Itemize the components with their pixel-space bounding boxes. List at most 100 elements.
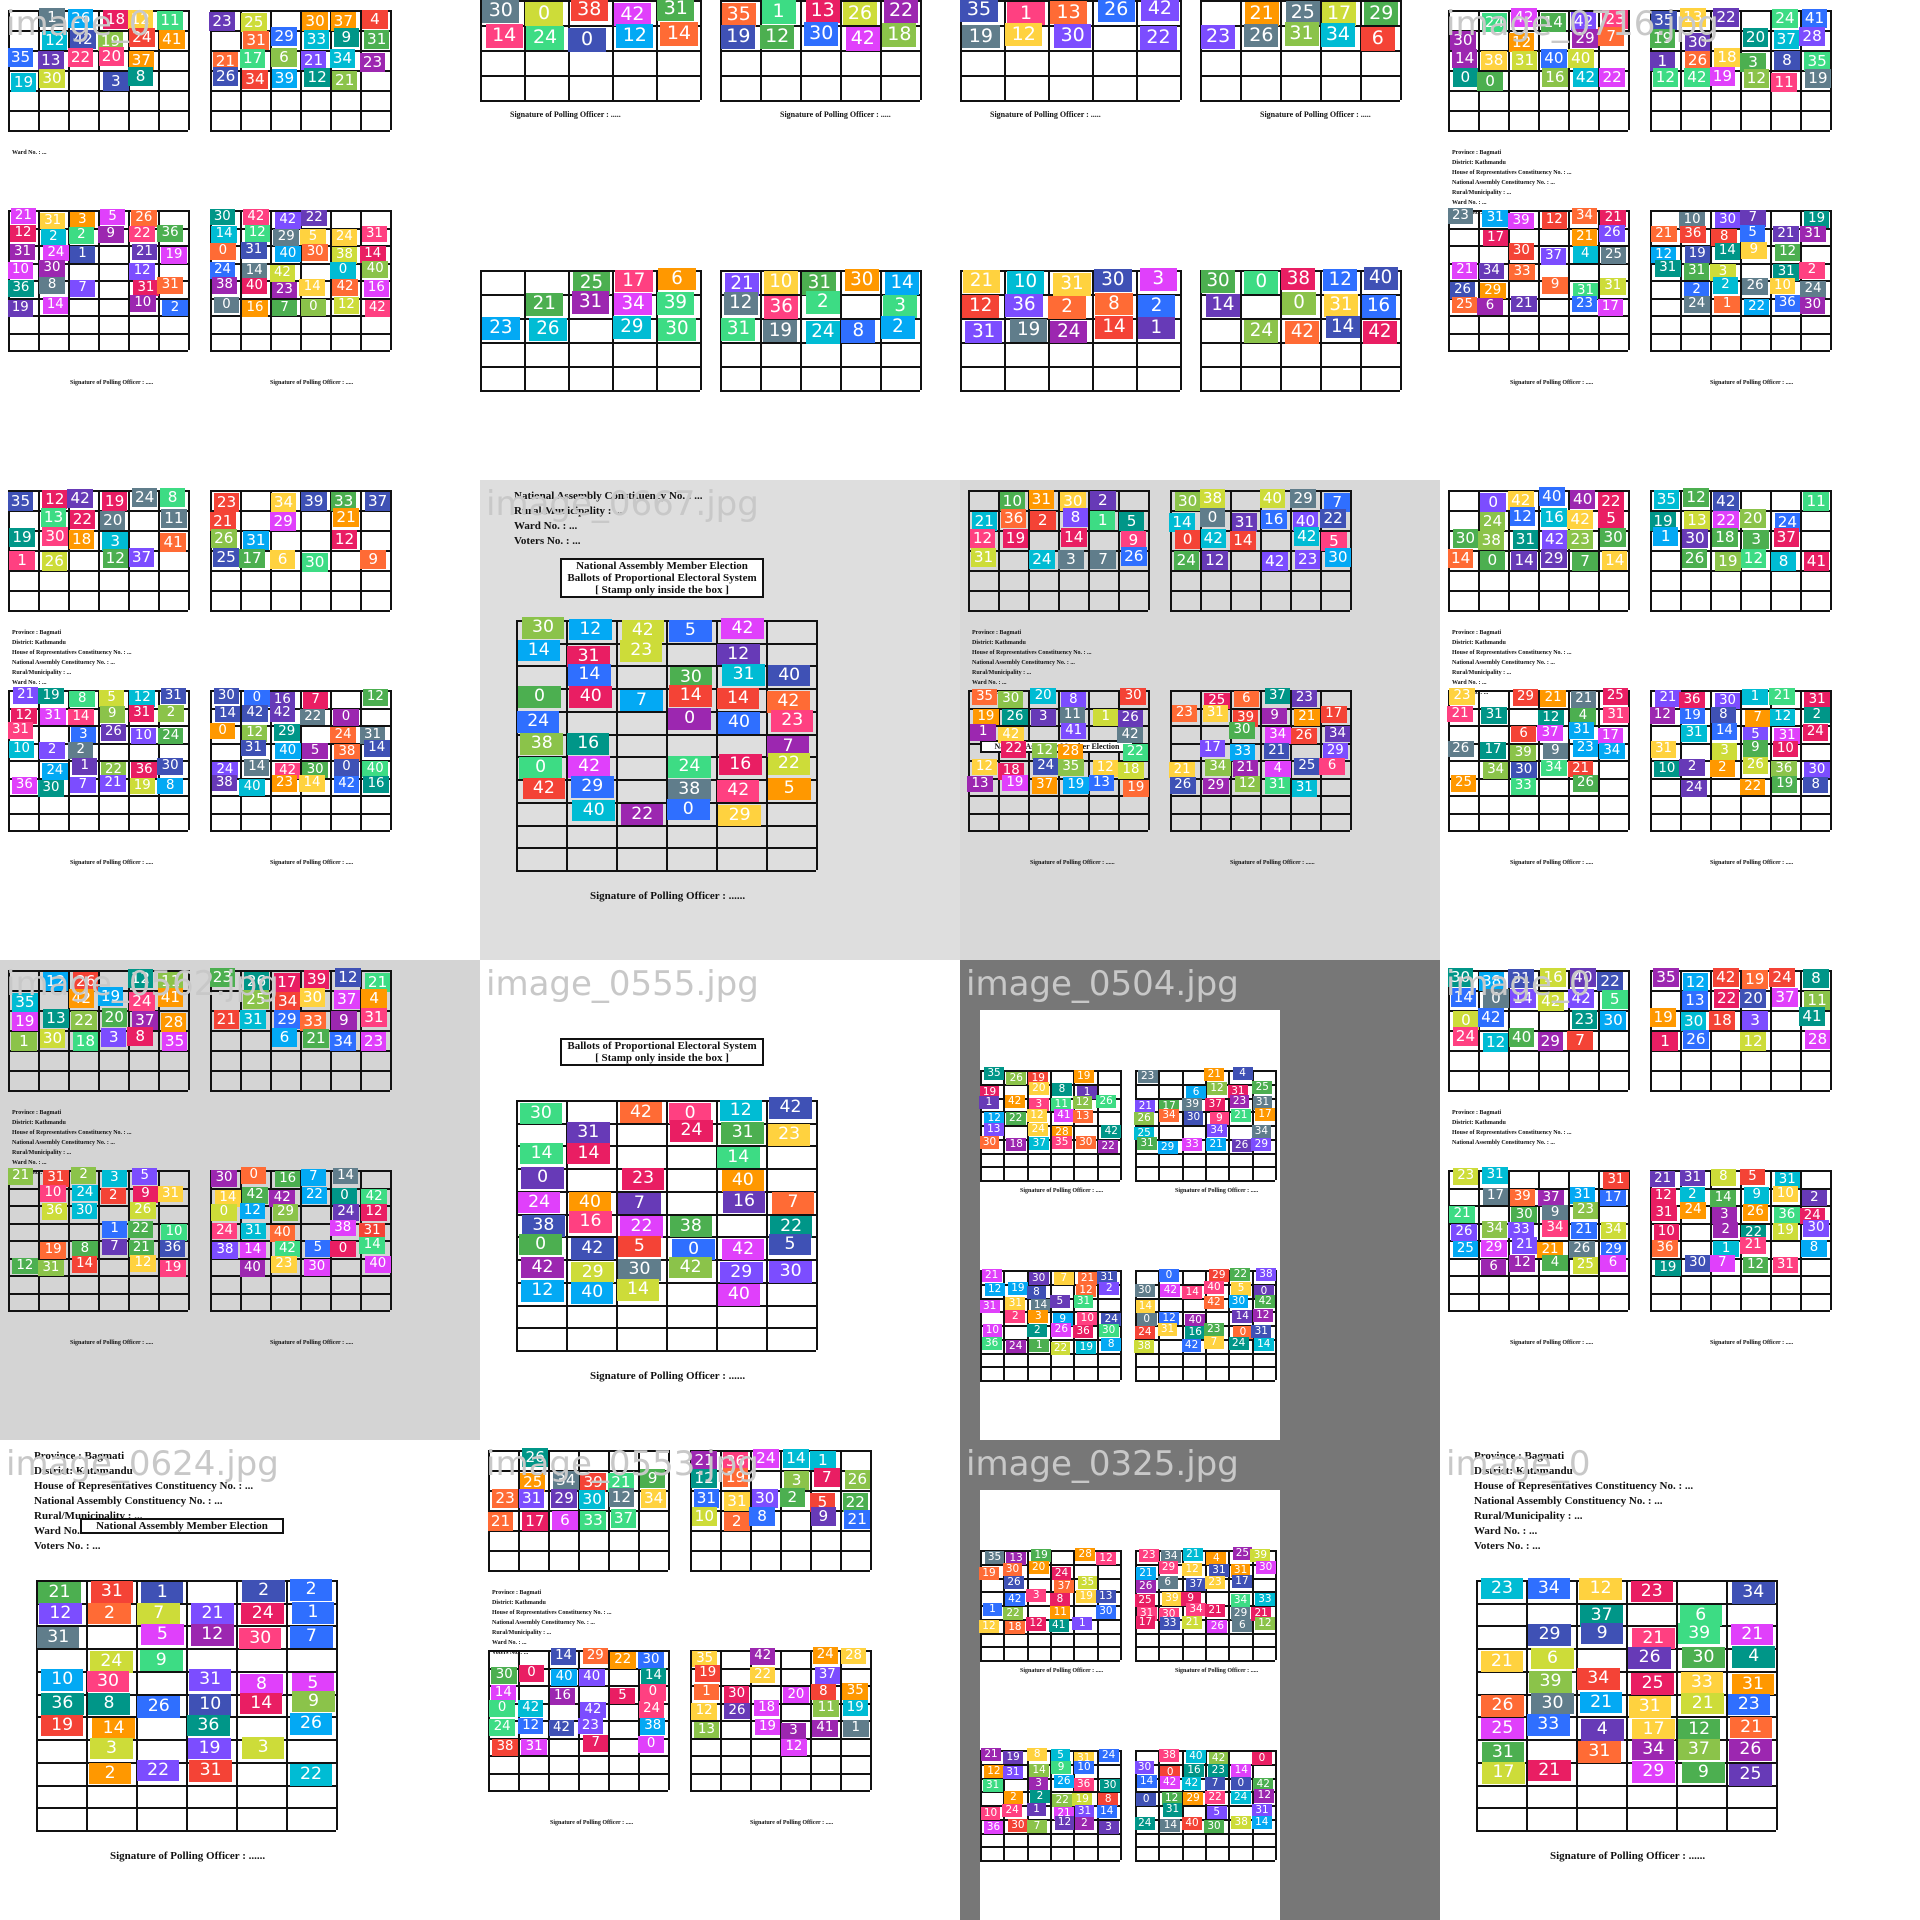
- ballot-header-line: Ballots of Proportional Electoral System: [567, 1040, 757, 1052]
- number-label: 25: [1600, 246, 1627, 264]
- number-label: 21: [1447, 705, 1473, 723]
- number-label: 0: [1230, 1777, 1251, 1791]
- number-label: 21: [1579, 1691, 1623, 1714]
- ballot-grid: 21 12 31 10 36 19 31 2 24 30 8 14 3 2 1 7 5 9 26 22 21 12 31 10…: [36, 1579, 338, 1832]
- grid-line: [1676, 1580, 1678, 1830]
- number-label: 0: [638, 1736, 664, 1753]
- tile-filename: image_0: [6, 4, 151, 44]
- number-label: 36: [8, 280, 34, 297]
- ballot-grid: 35 19 1 12 13 30 26 42 22 18 19 20 3 12 24 37 8 11 41 28 35: [8, 968, 190, 1092]
- number-label: 28: [1804, 1030, 1831, 1050]
- number-label: 17: [1597, 299, 1624, 317]
- number-label: 16: [1541, 508, 1567, 528]
- number-label: 5: [1321, 532, 1347, 552]
- tile-filename: image_0716.jpg: [1446, 4, 1719, 44]
- number-label: 16: [1542, 67, 1568, 87]
- number-label: 40: [1259, 489, 1286, 509]
- number-label: 37: [1773, 528, 1800, 548]
- ballot-grid: 30 14 0 24 38 0 42 12 31 14 40 16 42 29 40 42 23 7 22 5 30 14…: [210, 1167, 392, 1312]
- number-label: 23: [1203, 1322, 1224, 1336]
- number-label: 20: [1028, 1082, 1049, 1096]
- number-label: 29: [1157, 1140, 1178, 1154]
- signature-line: Signature of Polling Officer : ......: [1230, 860, 1315, 866]
- number-label: 2: [88, 1762, 132, 1785]
- grid-line: [8, 610, 188, 612]
- number-label: 6: [1233, 690, 1260, 708]
- number-label: 42: [274, 1240, 301, 1258]
- number-label: 0: [1136, 1792, 1157, 1806]
- number-label: 12: [691, 1469, 717, 1489]
- number-label: 17: [522, 1512, 548, 1532]
- grid-line: [1135, 1311, 1275, 1314]
- grid-line: [516, 847, 816, 850]
- grid-line: [1135, 1550, 1275, 1552]
- number-label: 31: [240, 1222, 267, 1240]
- number-label: 19: [1650, 512, 1676, 532]
- number-label: 10: [8, 741, 35, 758]
- document-line: House of Representatives Constituency No…: [1452, 1130, 1572, 1136]
- number-label: 14: [332, 1167, 359, 1185]
- number-label: 0: [519, 757, 562, 779]
- number-label: 31: [243, 31, 269, 51]
- grid-line: [700, 270, 702, 390]
- grid-line: [36, 1648, 336, 1651]
- grid-line: [816, 1100, 818, 1350]
- number-label: 17: [239, 548, 265, 568]
- number-label: 28: [1075, 1547, 1096, 1561]
- number-label: 2: [1799, 262, 1825, 279]
- number-label: 30: [86, 1670, 130, 1693]
- number-label: 21: [1570, 691, 1597, 708]
- grid-line: [8, 795, 188, 797]
- grid-line: [188, 1170, 190, 1310]
- number-label: 3: [1098, 1821, 1119, 1835]
- number-label: 21: [1182, 1616, 1203, 1630]
- number-label: 23: [209, 968, 236, 988]
- ballot-grid: 30 14 0 24 38 0 42 12 31 14 40 16 42 29 40 42 23 7 22 5 30 14…: [1134, 1749, 1277, 1862]
- grid-line: [36, 1580, 336, 1582]
- document-line: Voters No. : ...: [492, 1650, 529, 1656]
- signature-line: Signature of Polling Officer : .....: [70, 380, 154, 386]
- ballot-grid: 23 21 26 25 31 17 34 29 6 39 30 33 21 12 37 9 34 21 4 31 23 2…: [1135, 1547, 1277, 1662]
- number-label: 38: [331, 247, 358, 264]
- number-label: 26: [1742, 278, 1768, 295]
- number-label: 21: [725, 272, 760, 296]
- number-label: 26: [1135, 1579, 1156, 1593]
- number-label: 12: [1234, 775, 1261, 793]
- number-label: 6: [1186, 1085, 1206, 1099]
- number-label: 33: [300, 1011, 326, 1031]
- number-label: 12: [1743, 68, 1770, 88]
- ballot-grid: 30 14 0 24 38 0 42 12 31 14 40 16 42 29 40 42 23 7 22 5 30 14…: [516, 1097, 818, 1352]
- number-label: 19: [694, 1664, 721, 1682]
- number-label: 29: [571, 776, 614, 799]
- number-label: 24: [517, 1191, 561, 1214]
- number-label: 4: [1232, 1067, 1253, 1081]
- number-label: 31: [1482, 209, 1508, 227]
- grid-line: [1830, 210, 1832, 350]
- number-label: 22: [1003, 1606, 1023, 1620]
- number-label: 31: [1028, 490, 1055, 510]
- number-label: 22: [1205, 1791, 1226, 1805]
- number-label: 22: [301, 209, 327, 227]
- grid-line: [1448, 777, 1628, 780]
- grid-line: [690, 1755, 870, 1757]
- number-label: 12: [781, 1738, 807, 1756]
- number-label: 14: [1029, 1763, 1050, 1777]
- number-label: 8: [1052, 1082, 1072, 1096]
- grid-line: [1448, 707, 1628, 710]
- grid-line: [516, 1168, 816, 1171]
- ballot-grid: 30 14 0 24 38 0 42 12 31 14 40 16 42 29 40 42 23 7 22 5 30 14…: [209, 687, 392, 832]
- document-line: Province : Bagmati: [1452, 150, 1502, 156]
- number-label: 29: [270, 511, 296, 531]
- number-label: 39: [1509, 1189, 1536, 1206]
- grid-line: [8, 510, 188, 512]
- grid-line: [1448, 510, 1628, 512]
- grid-line: [716, 1100, 718, 1350]
- grid-line: [1650, 1240, 1830, 1242]
- number-label: 10: [1772, 740, 1799, 758]
- grid-line: [210, 1310, 390, 1312]
- number-label: 42: [332, 278, 358, 296]
- number-label: 31: [1600, 277, 1626, 295]
- number-label: 4: [362, 9, 388, 29]
- number-label: 4: [1581, 1719, 1624, 1741]
- number-label: 2: [1679, 759, 1705, 776]
